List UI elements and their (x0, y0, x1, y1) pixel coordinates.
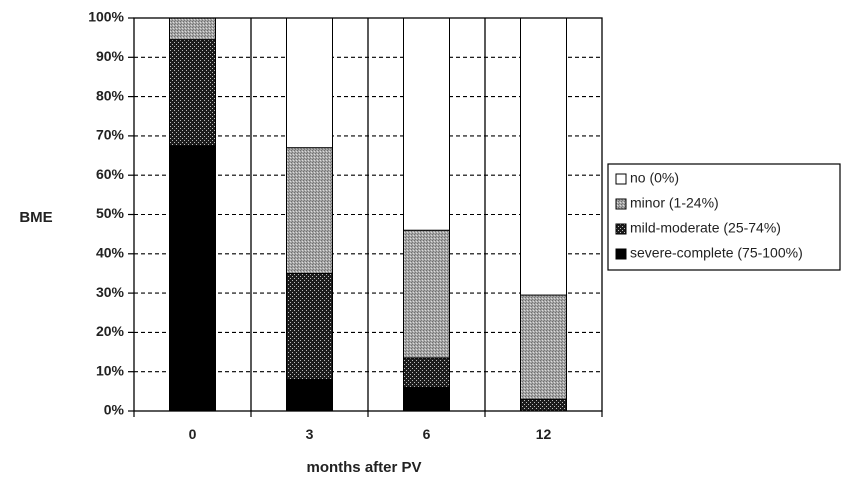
legend-swatch (615, 198, 627, 210)
y-tick-label: 100% (88, 9, 124, 25)
y-tick-label: 30% (96, 284, 125, 300)
y-tick-label: 50% (96, 205, 125, 221)
y-tick-label: 80% (96, 87, 125, 103)
legend-swatch (615, 248, 627, 260)
bar-segment (286, 272, 333, 381)
bar-segment (169, 39, 216, 147)
x-tick-label: 0 (189, 426, 197, 442)
y-tick-label: 70% (96, 127, 125, 143)
y-tick-label: 10% (96, 362, 125, 378)
legend-label: no (0%) (630, 170, 679, 186)
x-tick-label: 3 (306, 426, 314, 442)
bar-segment (286, 17, 333, 149)
bar-segment (520, 398, 567, 412)
bar-segment (520, 294, 567, 400)
y-tick-label: 0% (104, 402, 125, 418)
bar-segment (169, 17, 216, 41)
x-tick-labels: 0 3 6 12 (189, 426, 552, 442)
legend-swatch (615, 223, 627, 235)
y-tick-label: 20% (96, 323, 125, 339)
bar-segment (403, 229, 450, 359)
bar-segment (286, 147, 333, 274)
x-tick-label: 6 (423, 426, 431, 442)
bar-segment (520, 17, 567, 296)
y-tick-label: 40% (96, 245, 125, 261)
legend-label: severe-complete (75-100%) (630, 245, 803, 261)
y-axis-title: BME (19, 209, 52, 226)
legend-label: minor (1-24%) (630, 195, 719, 211)
legend-swatch (615, 173, 627, 185)
y-tick-labels: 0% 10% 20% 30% 40% 50% 60% 70% 80% 90% 100% (88, 9, 124, 418)
bar-segment (403, 386, 450, 412)
legend: no (0%) minor (1-24%) mild-moderate (25-74… (607, 163, 841, 271)
x-tick-label: 12 (536, 426, 552, 442)
axes (128, 17, 603, 417)
bar-segment (403, 17, 450, 231)
bars (169, 17, 567, 412)
y-tick-label: 60% (96, 166, 125, 182)
bar-segment (403, 357, 450, 388)
y-tick-label: 90% (96, 48, 125, 64)
bar-segment (286, 379, 333, 412)
bar-segment (169, 145, 216, 412)
x-axis-title: months after PV (306, 459, 421, 476)
legend-label: mild-moderate (25-74%) (630, 220, 781, 236)
legend-box (607, 163, 841, 271)
